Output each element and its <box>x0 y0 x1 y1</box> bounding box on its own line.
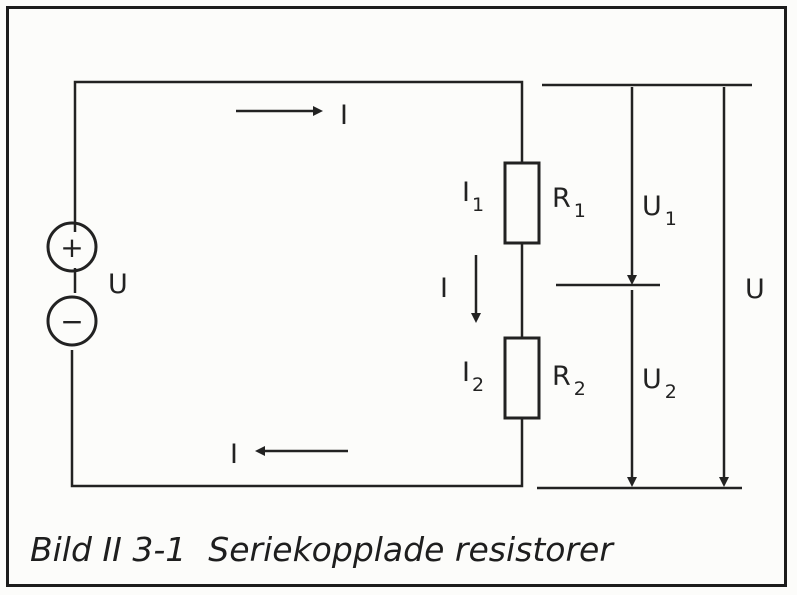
label-current-middle: I <box>440 273 448 304</box>
plus-sign: + <box>60 231 83 264</box>
bottom-wire <box>70 350 524 488</box>
negative-terminal-circle <box>46 295 98 347</box>
figure-title: Seriekopplade resistorer <box>208 530 613 569</box>
minus-sign: − <box>60 305 83 338</box>
label-current-bottom: I <box>230 439 238 470</box>
top-wire <box>73 80 524 232</box>
label-current-top: I <box>340 100 348 131</box>
figure-frame <box>6 6 787 587</box>
voltage-source: + − <box>46 221 98 347</box>
resistor-r2 <box>503 336 541 420</box>
figure-number: Bild II 3-1 <box>30 530 187 569</box>
positive-terminal-circle <box>46 221 98 273</box>
figure-caption: Bild II 3-1 Seriekopplade resistorer <box>30 530 613 569</box>
label-total-voltage: U <box>745 274 765 305</box>
circuit-wires <box>70 80 524 488</box>
resistor-r1 <box>503 161 541 245</box>
label-source-voltage: U <box>108 269 128 300</box>
voltage-reference-lines <box>537 83 752 490</box>
